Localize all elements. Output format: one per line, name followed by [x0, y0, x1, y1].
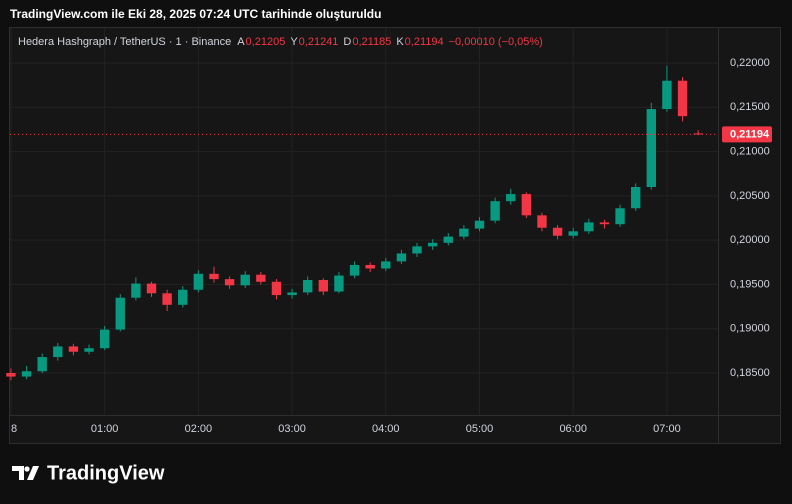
candle-body [21, 371, 32, 377]
candle-body [99, 329, 110, 349]
legend-field-name: A [237, 36, 245, 48]
symbol: Hedera Hashgraph / TetherUS · 1 · Binanc… [18, 36, 231, 48]
candle-body [84, 348, 94, 352]
x-tick-label: 03:00 [278, 423, 306, 435]
candle-body [443, 236, 453, 243]
y-tick-label: 0,19500 [730, 278, 770, 290]
y-tick-label: 0,20500 [730, 190, 770, 202]
candle-body [178, 289, 188, 305]
candle-body [131, 283, 141, 298]
x-tick-label: 06:00 [559, 423, 587, 435]
y-tick-label: 0,21500 [730, 101, 770, 113]
candle-body [599, 222, 610, 225]
candle-body [459, 228, 469, 237]
last-price-box [722, 126, 772, 143]
candle-body [115, 297, 125, 330]
candle-body [615, 208, 625, 225]
y-tick-label: 0,18500 [730, 367, 770, 379]
legend-change: −0,00010 (−0,05%) [449, 36, 543, 48]
candle-body [552, 227, 563, 236]
candle-body [506, 194, 516, 202]
legend-field-name: Y [290, 36, 298, 48]
last-price-label: 0,21194 [730, 128, 770, 140]
candle-body [240, 274, 250, 286]
candle-body [677, 80, 688, 117]
legend-field-name: D [343, 36, 351, 48]
candle-body [209, 273, 219, 280]
candle-body [427, 242, 438, 247]
candle-body [396, 253, 407, 262]
candle-body [162, 293, 172, 305]
brand: TradingView [47, 462, 165, 484]
candle-body [381, 261, 391, 269]
header-title: TradingView.com ile Eki 28, 2025 07:24 U… [10, 7, 381, 21]
legend-field-value: 0,21205 [246, 36, 286, 48]
candle-body [37, 357, 47, 372]
candle-body [568, 231, 578, 236]
legend-field-value: 0,21194 [405, 36, 444, 48]
candle-body [256, 274, 266, 282]
footer-logo: TradingView [12, 462, 165, 484]
candle-body [521, 194, 532, 216]
candle-body [537, 215, 547, 228]
candle-body [318, 280, 328, 292]
candle-body [334, 275, 344, 292]
legend-field-name: K [396, 36, 404, 48]
candle-body [68, 346, 79, 352]
candle-body [224, 279, 235, 286]
x-tick-label: 05:00 [466, 423, 494, 435]
x-tick-label: 07:00 [653, 423, 681, 435]
candle-body [6, 373, 16, 377]
candle-body [662, 80, 672, 110]
x-tick-label: 01:00 [91, 423, 119, 435]
logo-mark [12, 466, 39, 480]
candle-body [584, 222, 594, 232]
candles [6, 65, 703, 381]
legend-field-value: 0,21241 [299, 36, 339, 48]
y-tick-label: 0,22000 [730, 57, 770, 69]
candle-body [271, 281, 282, 296]
y-tick-label: 0,20000 [730, 234, 770, 246]
legend-field-value: 0,21185 [352, 36, 391, 48]
candle-body [631, 186, 641, 209]
candle-body [146, 283, 157, 294]
x-tick-label: 02:00 [185, 423, 213, 435]
candle-body [365, 264, 375, 269]
x-tick-label: 04:00 [372, 423, 400, 435]
candle-body [646, 109, 656, 187]
y-tick-label: 0,19000 [730, 323, 770, 335]
candle-body [412, 246, 422, 254]
chart-frame [9, 27, 781, 444]
logo-dot [24, 466, 30, 472]
candle-body [490, 201, 500, 221]
candle-body [474, 220, 485, 229]
legend: Hedera Hashgraph / TetherUS · 1 · Binanc… [18, 36, 543, 48]
candle-body [53, 346, 63, 358]
candle-body [193, 273, 204, 290]
x-tick-label: 8 [11, 423, 17, 435]
candle-body [303, 280, 313, 293]
y-tick-label: 0,21000 [730, 145, 770, 157]
candle-body [287, 292, 297, 296]
candle-body [349, 264, 360, 276]
